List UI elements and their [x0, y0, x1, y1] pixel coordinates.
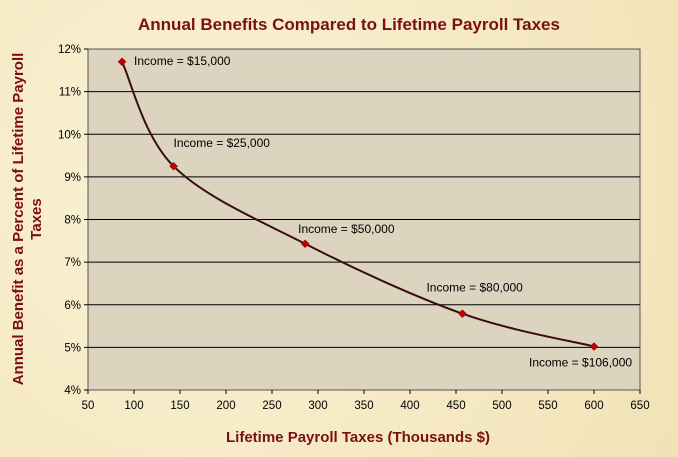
chart-title: Annual Benefits Compared to Lifetime Pay… — [138, 15, 560, 34]
y-tick-label: 7% — [64, 257, 81, 269]
data-point-marker — [169, 161, 178, 171]
data-labels: Income = $15,000 Income = $25,000 Income =… — [134, 54, 632, 370]
x-tick-label: 600 — [584, 400, 603, 412]
data-point-marker — [458, 309, 467, 319]
x-tick-label: 250 — [262, 400, 281, 412]
y-tick-label: 10% — [58, 129, 81, 141]
y-axis-title-line2: Taxes — [28, 198, 45, 239]
y-tick-label: 11% — [59, 87, 81, 99]
x-axis-title: Lifetime Payroll Taxes (Thousands $) — [226, 429, 490, 446]
y-tick-label: 12% — [58, 44, 81, 56]
x-tick-label: 200 — [216, 400, 235, 412]
data-point-marker — [117, 57, 127, 67]
y-tick-label: 9% — [64, 172, 81, 184]
y-tick-label: 4% — [64, 385, 81, 397]
data-markers — [117, 57, 599, 351]
x-tick-label: 50 — [82, 400, 95, 412]
x-tick-label: 550 — [538, 400, 557, 412]
data-point-label: Income = $15,000 — [134, 54, 231, 68]
x-tick-label: 650 — [630, 400, 649, 412]
grid-lines — [88, 91, 640, 348]
x-tick-label: 100 — [124, 400, 143, 412]
x-tick-label: 300 — [308, 400, 327, 412]
data-point-label: Income = $50,000 — [298, 222, 395, 236]
data-point-marker — [300, 239, 310, 249]
y-axis-title-line1: Annual Benefit as a Percent of Lifetime … — [10, 53, 27, 386]
x-axis: 50 100 150 200 250 300 350 400 450 500 550 600 650 — [82, 390, 650, 412]
y-tick-label: 8% — [64, 215, 81, 227]
data-point-label: Income = $106,000 — [529, 356, 632, 370]
x-tick-label: 150 — [170, 400, 189, 412]
x-tick-label: 450 — [446, 400, 465, 412]
x-tick-label: 350 — [354, 400, 373, 412]
x-tick-label: 400 — [400, 400, 419, 412]
y-axis: 4% 5% 6% 7% 8% 9% 10% 11% 12% — [58, 44, 88, 397]
y-axis-title: Annual Benefit as a Percent of Lifetime … — [10, 53, 45, 386]
y-tick-label: 6% — [64, 300, 81, 312]
data-point-label: Income = $80,000 — [426, 281, 523, 295]
data-point-marker — [589, 342, 599, 351]
x-tick-label: 500 — [492, 400, 511, 412]
y-tick-label: 5% — [64, 342, 81, 354]
data-point-label: Income = $25,000 — [174, 136, 271, 150]
